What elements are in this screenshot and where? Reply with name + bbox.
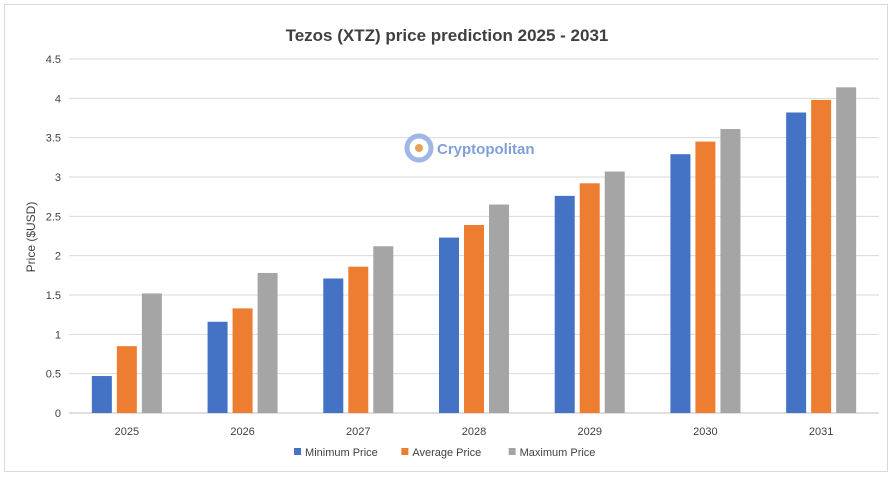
bar-average-price-2027 (348, 266, 369, 413)
x-tick-label: 2030 (693, 426, 717, 438)
y-tick-label: 1.5 (46, 290, 61, 302)
x-axis-ticks: 2025 2026 2027 2028 2029 2030 2031 (115, 426, 834, 438)
legend-swatch (401, 448, 409, 455)
y-axis-label: Price ($USD) (24, 202, 38, 273)
legend-label: Minimum Price (305, 447, 378, 459)
watermark: Cryptopolitan (404, 133, 535, 163)
x-tick-label: 2031 (809, 426, 833, 438)
bar-minimum-price-2026 (207, 321, 228, 413)
y-tick-label: 2 (55, 251, 61, 263)
bar-maximum-price-2031 (836, 87, 857, 413)
bar-minimum-price-2031 (786, 112, 807, 413)
bar-chart: Tezos (XTZ) price prediction 2025 - 2031… (24, 26, 879, 459)
chart-title: Tezos (XTZ) price prediction 2025 - 2031 (286, 26, 609, 45)
legend-label: Maximum Price (520, 447, 596, 459)
x-tick-label: 2025 (115, 426, 139, 438)
cryptopolitan-logo-icon (404, 133, 434, 163)
bar-maximum-price-2030 (720, 129, 741, 413)
bar-average-price-2029 (579, 183, 600, 413)
bar-average-price-2031 (811, 99, 832, 413)
bar-minimum-price-2030 (670, 154, 691, 414)
bar-average-price-2026 (232, 308, 253, 413)
y-tick-label: 4 (55, 93, 61, 105)
y-tick-label: 4.5 (46, 54, 61, 66)
y-tick-label: 2.5 (46, 211, 61, 223)
bar-minimum-price-2025 (91, 376, 112, 413)
y-tick-label: 1 (55, 329, 61, 341)
x-tick-label: 2026 (230, 426, 254, 438)
legend-swatch (294, 448, 302, 455)
bar-minimum-price-2028 (439, 237, 459, 413)
x-tick-label: 2027 (346, 426, 370, 438)
legend-swatch (508, 448, 516, 455)
bar-average-price-2028 (464, 224, 484, 413)
x-tick-label: 2028 (462, 426, 486, 438)
bar-maximum-price-2029 (604, 171, 625, 413)
bar-maximum-price-2026 (257, 272, 278, 413)
bar-average-price-2030 (695, 141, 716, 413)
bars (91, 87, 857, 414)
watermark-text: Cryptopolitan (437, 141, 535, 158)
bar-maximum-price-2025 (141, 293, 162, 413)
y-tick-label: 0.5 (46, 369, 61, 381)
bar-average-price-2025 (116, 346, 137, 413)
legend: Minimum Price Average Price Maximum Price (294, 447, 595, 459)
legend-label: Average Price (412, 447, 481, 459)
chart-frame: Tezos (XTZ) price prediction 2025 - 2031… (4, 4, 888, 472)
y-axis-ticks: 0 0.5 1 1.5 2 2.5 3 3.5 4 4.5 (46, 54, 61, 420)
y-tick-label: 3.5 (46, 133, 61, 145)
y-tick-label: 3 (55, 172, 61, 184)
bar-minimum-price-2027 (323, 278, 344, 413)
bar-maximum-price-2028 (489, 204, 509, 413)
x-tick-label: 2029 (577, 426, 601, 438)
bar-maximum-price-2027 (373, 246, 394, 413)
y-tick-label: 0 (55, 408, 61, 420)
bar-minimum-price-2029 (554, 195, 575, 413)
